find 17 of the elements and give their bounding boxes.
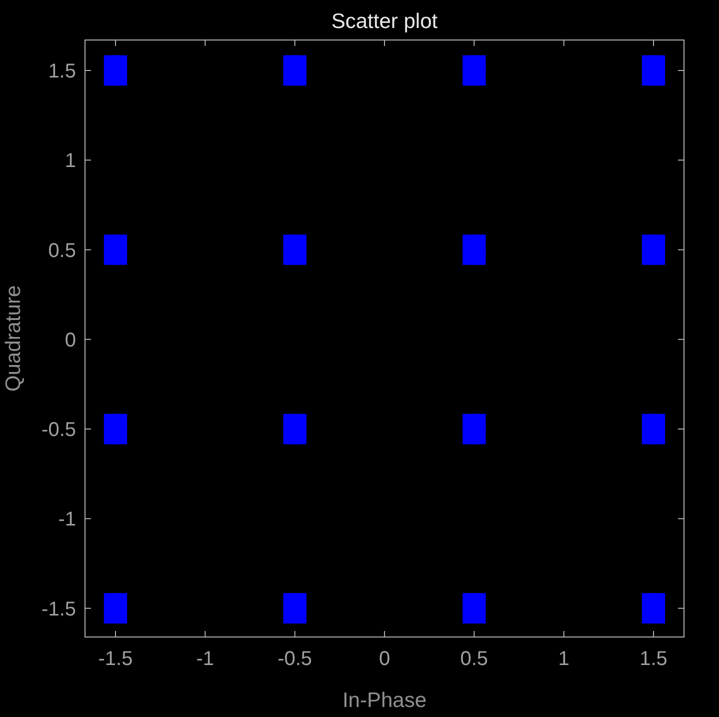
y-tick-label: -0.5 bbox=[42, 419, 76, 442]
x-tick-label: -1 bbox=[196, 648, 214, 670]
x-tick-label: -0.5 bbox=[278, 648, 312, 670]
chart-title: Scatter plot bbox=[331, 10, 438, 33]
x-tick-label: -1.5 bbox=[98, 648, 133, 670]
x-tick-label: 1 bbox=[558, 648, 570, 670]
x-tick-label: 0.5 bbox=[460, 648, 488, 670]
y-tick-label: 0 bbox=[64, 329, 76, 352]
y-tick-label: -1.5 bbox=[42, 598, 76, 620]
x-tick-label: 1.5 bbox=[640, 648, 668, 670]
y-tick-label: -1 bbox=[58, 508, 76, 531]
y-axis-title: Quadrature bbox=[2, 285, 25, 392]
y-tick-label: 1 bbox=[64, 150, 76, 172]
y-tick-label: 0.5 bbox=[48, 240, 76, 262]
y-tick-label: 1.5 bbox=[48, 60, 76, 82]
x-tick-label: 0 bbox=[378, 648, 390, 670]
x-axis-title: In-Phase bbox=[342, 689, 427, 712]
